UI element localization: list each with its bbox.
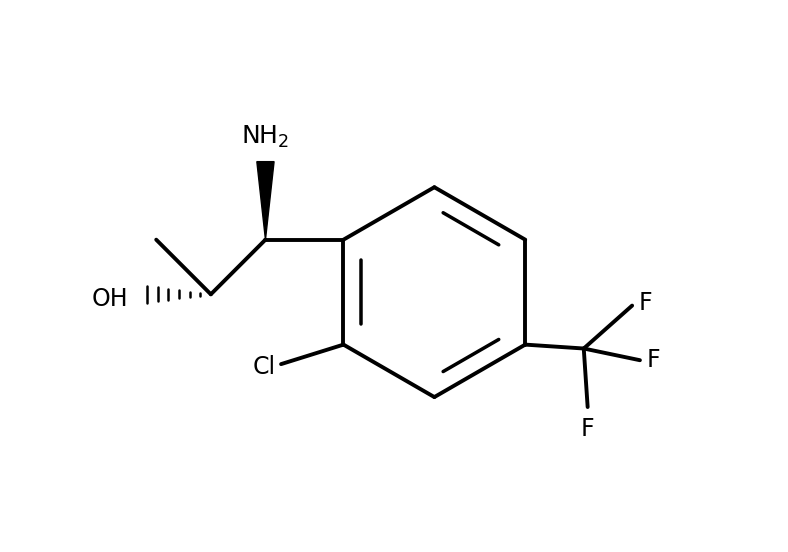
- Text: NH$_2$: NH$_2$: [241, 124, 289, 150]
- Text: OH: OH: [92, 286, 128, 311]
- Text: F: F: [638, 291, 652, 315]
- Polygon shape: [257, 162, 274, 240]
- Text: Cl: Cl: [253, 355, 276, 379]
- Text: F: F: [581, 417, 594, 440]
- Text: F: F: [646, 348, 660, 372]
